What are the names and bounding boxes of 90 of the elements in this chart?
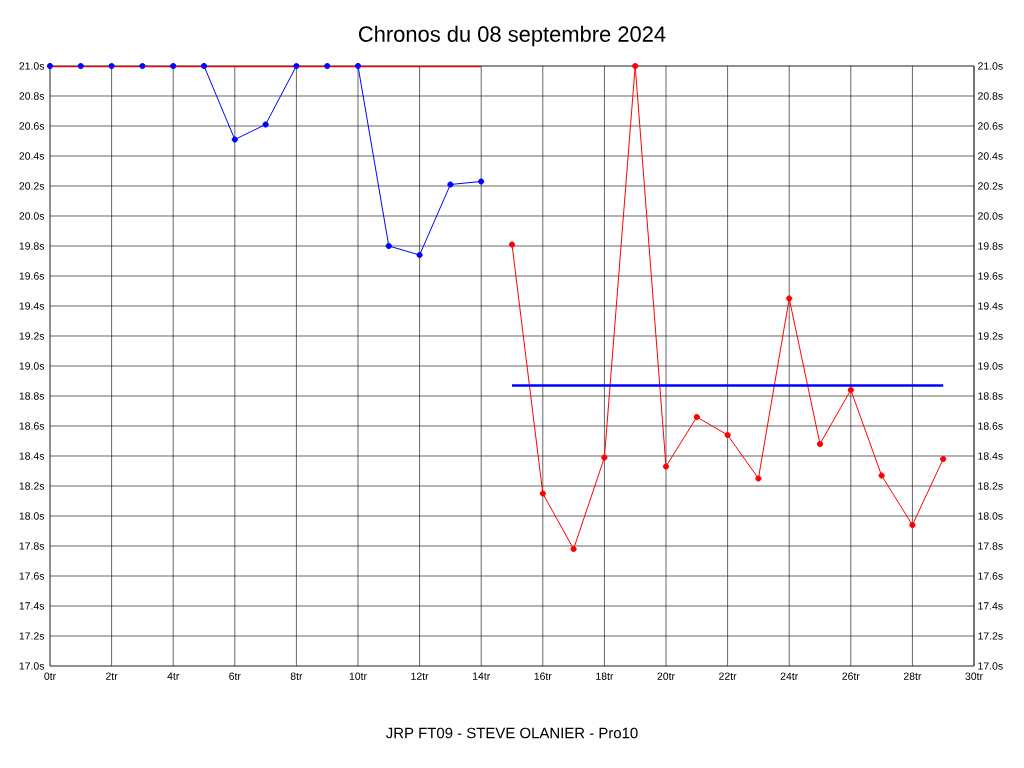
point bbox=[662, 463, 670, 470]
y-tick-label: 18.0s bbox=[19, 512, 45, 520]
point bbox=[693, 413, 700, 421]
y-tick-label: 17.8s bbox=[19, 542, 45, 550]
y-tick-label: 17.6s bbox=[19, 572, 45, 580]
y-tick-label: 17.2s bbox=[19, 632, 45, 640]
y2-tick-label: 19.0s bbox=[978, 362, 1003, 370]
point bbox=[508, 241, 516, 248]
y2-tick-label: 17.4s bbox=[978, 602, 1003, 610]
point bbox=[539, 490, 546, 497]
point bbox=[601, 454, 608, 461]
x-tick-label: 2tr bbox=[106, 672, 118, 680]
x-tick-label: 30tr bbox=[965, 672, 983, 680]
y2-tick-label: 19.8s bbox=[978, 242, 1003, 250]
y2-tick-label: 20.4s bbox=[978, 152, 1003, 160]
x-tick-label: 8tr bbox=[290, 672, 303, 680]
point bbox=[324, 62, 331, 70]
y2-tick-label: 19.2s bbox=[978, 332, 1003, 340]
point bbox=[940, 455, 947, 463]
point bbox=[570, 545, 577, 553]
y-tick-label: 19.4s bbox=[19, 302, 45, 310]
point bbox=[724, 431, 731, 439]
point bbox=[170, 62, 177, 70]
y2-tick-label: 18.6s bbox=[978, 422, 1003, 430]
y-tick-label: 18.6s bbox=[19, 422, 45, 430]
x-axis-title: JRP FT09 - STEVE OLANIER - Pro10 bbox=[386, 727, 638, 739]
point bbox=[478, 178, 485, 185]
point bbox=[262, 121, 269, 128]
y2-tick-label: 18.4s bbox=[978, 452, 1003, 460]
x-tick-label: 18tr bbox=[596, 672, 614, 680]
y-tick-label: 19.6s bbox=[19, 272, 45, 280]
point bbox=[416, 251, 423, 259]
y2-tick-label: 17.8s bbox=[978, 542, 1003, 550]
x-tick-label: 24tr bbox=[780, 672, 799, 680]
point bbox=[847, 386, 854, 394]
x-tick-label: 16tr bbox=[534, 672, 552, 680]
point bbox=[354, 62, 362, 70]
y-tick-label: 20.6s bbox=[19, 122, 45, 130]
point bbox=[385, 242, 392, 250]
y2-tick-label: 17.2s bbox=[978, 632, 1003, 640]
x-tick-label: 12tr bbox=[411, 672, 429, 680]
x-tick-label: 22tr bbox=[719, 672, 737, 680]
y2-tick-label: 20.0s bbox=[978, 212, 1003, 220]
y2-tick-label: 17.6s bbox=[978, 572, 1003, 580]
chart-title: Chronos du 08 septembre 2024 bbox=[358, 25, 666, 47]
x-tick-label: 28tr bbox=[903, 672, 922, 680]
y-tick-label: 18.8s bbox=[19, 392, 45, 400]
point bbox=[878, 472, 885, 479]
y-tick-label: 19.2s bbox=[19, 332, 45, 340]
point bbox=[755, 475, 762, 482]
y-tick-label: 19.0s bbox=[19, 362, 45, 370]
y-tick-label: 17.0s bbox=[19, 662, 45, 670]
y2-tick-label: 19.6s bbox=[978, 272, 1003, 280]
point bbox=[816, 440, 824, 448]
y-tick-label: 20.0s bbox=[19, 212, 45, 220]
x-tick-label: 14tr bbox=[472, 672, 491, 680]
point bbox=[632, 62, 639, 70]
x-tick-label: 0tr bbox=[44, 672, 56, 680]
y2-tick-label: 19.4s bbox=[978, 302, 1003, 310]
y-tick-label: 20.2s bbox=[19, 182, 45, 190]
point bbox=[231, 136, 238, 143]
y-tick-label: 19.8s bbox=[19, 242, 45, 250]
y2-tick-label: 18.8s bbox=[978, 392, 1003, 400]
y2-tick-label: 18.0s bbox=[978, 512, 1003, 520]
point bbox=[108, 62, 115, 70]
point bbox=[200, 62, 208, 70]
y-tick-label: 21.0s bbox=[19, 62, 45, 70]
x-tick-label: 4tr bbox=[167, 672, 180, 680]
point bbox=[447, 181, 454, 188]
point bbox=[139, 62, 146, 70]
y-tick-label: 18.2s bbox=[19, 482, 45, 490]
point bbox=[909, 521, 916, 529]
point bbox=[293, 62, 300, 70]
y2-tick-label: 20.6s bbox=[978, 122, 1003, 130]
y2-tick-label: 20.8s bbox=[978, 92, 1003, 100]
x-tick-label: 10tr bbox=[349, 672, 367, 680]
y2-tick-label: 21.0s bbox=[978, 62, 1003, 70]
x-tick-label: 6tr bbox=[229, 672, 241, 680]
y2-tick-label: 20.2s bbox=[978, 182, 1003, 190]
y-tick-label: 20.4s bbox=[19, 152, 45, 160]
x-tick-label: 20tr bbox=[657, 672, 675, 680]
point bbox=[786, 295, 793, 302]
y2-tick-label: 17.0s bbox=[978, 662, 1003, 670]
point bbox=[46, 62, 54, 70]
x-tick-label: 26tr bbox=[842, 672, 860, 680]
y-tick-label: 18.4s bbox=[19, 452, 45, 460]
y2-tick-label: 18.2s bbox=[978, 482, 1003, 490]
y-tick-label: 17.4s bbox=[19, 602, 45, 610]
point bbox=[77, 62, 84, 70]
y-tick-label: 20.8s bbox=[19, 92, 45, 100]
